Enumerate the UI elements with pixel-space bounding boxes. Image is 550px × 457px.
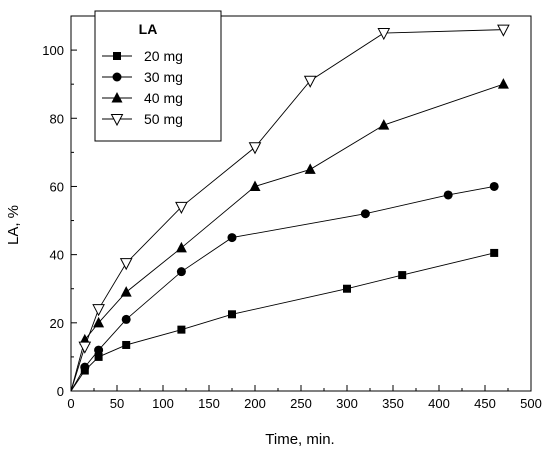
series-30-mg — [70, 181, 499, 392]
x-axis-title: Time, min. — [265, 431, 334, 448]
legend-entry: 50 mg — [102, 111, 183, 127]
legend-marker — [110, 114, 124, 127]
data-point — [119, 258, 133, 271]
data-point — [497, 78, 509, 89]
data-point — [249, 180, 261, 191]
data-point — [177, 325, 186, 334]
x-tick-label: 500 — [520, 396, 542, 411]
legend-entry: 40 mg — [102, 90, 183, 106]
data-point — [227, 233, 237, 243]
data-point — [93, 316, 105, 328]
data-point — [360, 209, 370, 219]
data-point — [398, 271, 407, 280]
series-line — [70, 186, 495, 392]
x-axis: 0 50 100 150 200 250 300 350 400 450 500 — [67, 385, 542, 411]
y-tick-label: 20 — [50, 316, 64, 331]
legend-marker — [113, 52, 121, 60]
x-tick-label: 150 — [198, 396, 220, 411]
data-point — [303, 75, 317, 88]
data-point — [304, 163, 316, 174]
x-tick-label: 350 — [382, 396, 404, 411]
legend-label: 30 mg — [144, 69, 183, 85]
legend-label: 50 mg — [144, 111, 183, 127]
data-point — [175, 241, 187, 253]
x-tick-label: 0 — [67, 396, 74, 411]
y-tick-label: 40 — [50, 248, 64, 263]
data-point — [120, 286, 132, 297]
legend-marker — [112, 72, 122, 82]
series-layer — [70, 24, 510, 392]
data-point — [78, 341, 92, 354]
x-tick-label: 300 — [336, 396, 358, 411]
data-point — [490, 248, 499, 257]
series-50-mg — [70, 24, 510, 392]
legend-entries: 20 mg 30 mg 40 mg 50 mg — [102, 48, 183, 127]
legend: LA 20 mg 30 mg 40 mg 50 mg — [94, 10, 222, 142]
y-tick-label: 0 — [57, 384, 64, 399]
data-point — [497, 24, 510, 37]
data-point — [121, 314, 131, 324]
x-tick-label: 100 — [152, 396, 174, 411]
series-line — [70, 252, 495, 392]
data-point — [80, 362, 90, 372]
data-point — [443, 190, 453, 200]
data-point — [489, 181, 499, 191]
y-axis-title: LA, % — [5, 205, 22, 245]
legend-entry: 30 mg — [102, 69, 183, 85]
x-tick-label: 450 — [474, 396, 496, 411]
x-tick-label: 50 — [110, 396, 124, 411]
data-point — [175, 201, 188, 214]
x-tick-label: 400 — [428, 396, 450, 411]
y-tick-label: 80 — [50, 111, 64, 126]
legend-title: LA — [139, 21, 158, 37]
data-point — [343, 284, 351, 293]
data-point — [92, 304, 105, 317]
legend-entry: 20 mg — [102, 48, 183, 64]
data-point — [377, 28, 391, 41]
data-point — [378, 119, 390, 130]
legend-label: 20 mg — [144, 48, 183, 64]
y-tick-label: 60 — [50, 179, 64, 194]
y-tick-label: 100 — [42, 43, 64, 58]
x-tick-label: 250 — [290, 396, 312, 411]
x-tick-label: 200 — [244, 396, 266, 411]
data-point — [122, 340, 131, 349]
legend-label: 40 mg — [144, 90, 183, 106]
data-point — [228, 310, 236, 319]
series-20-mg — [70, 248, 499, 392]
data-point — [94, 352, 103, 361]
data-point — [248, 142, 262, 155]
legend-marker — [111, 92, 123, 103]
data-point — [176, 267, 186, 277]
y-axis: 0 20 40 60 80 100 — [42, 15, 77, 399]
data-point — [94, 345, 104, 355]
